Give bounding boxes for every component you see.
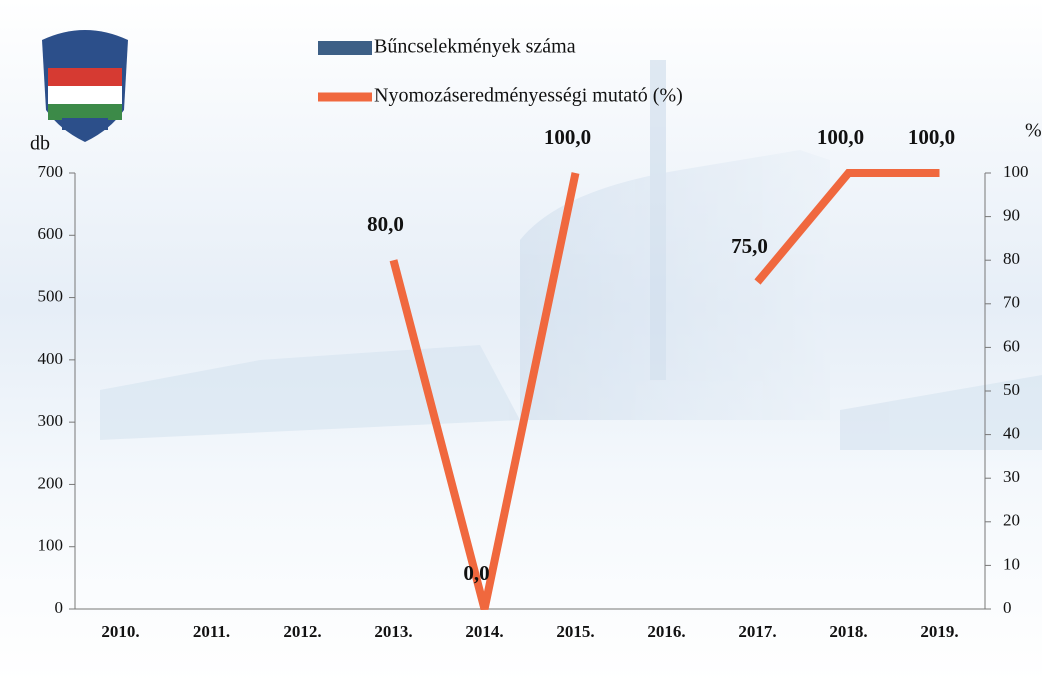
y2-axis-label: % — [1025, 120, 1042, 142]
y2-tick-label: 50 — [1003, 380, 1020, 399]
value-label: 80,0 — [367, 212, 404, 236]
y-tick-label: 200 — [38, 473, 64, 492]
y-tick-label: 700 — [38, 162, 64, 181]
x-tick-label: 2017. — [738, 622, 776, 641]
x-tick-label: 2010. — [101, 622, 139, 641]
y2-tick-label: 30 — [1003, 467, 1020, 486]
y2-tick-label: 90 — [1003, 206, 1020, 225]
police-logo — [42, 30, 128, 142]
x-tick-label: 2013. — [374, 622, 412, 641]
y2-tick-label: 70 — [1003, 293, 1020, 312]
y2-tick-label: 60 — [1003, 336, 1020, 355]
x-tick-label: 2012. — [283, 622, 321, 641]
value-label: 100,0 — [908, 125, 955, 149]
x-tick-label: 2015. — [556, 622, 594, 641]
y-tick-label: 600 — [38, 224, 64, 243]
y-tick-label: 400 — [38, 349, 64, 368]
value-label: 100,0 — [544, 125, 591, 149]
y-tick-label: 0 — [55, 598, 64, 617]
value-label: 100,0 — [817, 125, 864, 149]
legend-label: Nyomozáseredményességi mutató (%) — [374, 85, 683, 107]
value-label: 0,0 — [463, 561, 489, 585]
y-axis-label: db — [30, 133, 50, 155]
x-tick-label: 2016. — [647, 622, 685, 641]
x-tick-label: 2019. — [920, 622, 958, 641]
y-tick-label: 100 — [38, 536, 64, 555]
background-building — [100, 60, 1042, 450]
y2-tick-label: 20 — [1003, 511, 1020, 530]
y2-tick-label: 80 — [1003, 249, 1020, 268]
y2-tick-label: 40 — [1003, 424, 1020, 443]
x-tick-label: 2014. — [465, 622, 503, 641]
y-tick-label: 500 — [38, 286, 64, 305]
y2-tick-label: 10 — [1003, 554, 1020, 573]
y2-tick-label: 0 — [1003, 598, 1012, 617]
y2-tick-label: 100 — [1003, 162, 1029, 181]
y-tick-label: 300 — [38, 411, 64, 430]
x-tick-label: 2011. — [193, 622, 230, 641]
value-label: 75,0 — [731, 234, 768, 258]
line — [389, 169, 940, 611]
legend-swatch — [318, 41, 372, 55]
x-tick-label: 2018. — [829, 622, 867, 641]
legend-label: Bűncselekmények száma — [374, 36, 576, 58]
